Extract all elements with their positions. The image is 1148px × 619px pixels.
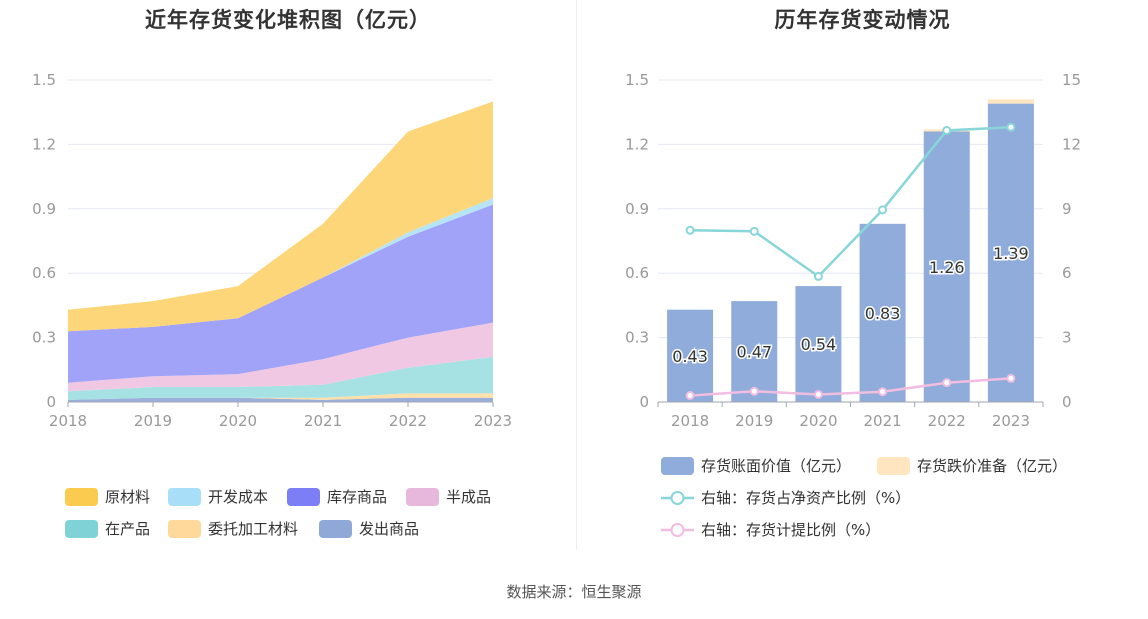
line-point[interactable]	[685, 225, 695, 235]
stacked-area-chart: 0 0.3 0.6 0.9 1.2 1.5 2018 2019 2020 2021 2022 2023…	[32, 71, 512, 538]
legend-swatch[interactable]	[319, 520, 352, 538]
bar-存货账面价值（亿元）[interactable]	[795, 286, 842, 402]
area-半成品	[68, 322, 493, 392]
y-tick-label: 0.3	[32, 329, 56, 347]
y2-tick-label: 15	[1062, 71, 1081, 89]
bar-line-chart: 0 0 0.3 3 0.6 6 0.9 9 1.2 12 1.5 15 0.43 0.47 0.54 0.83…	[625, 71, 1081, 539]
data-source-note: 数据来源：恒生聚源	[506, 583, 642, 601]
line-point[interactable]	[685, 391, 695, 401]
line-point[interactable]	[1006, 373, 1016, 383]
legend-swatch[interactable]	[168, 520, 201, 538]
bar-存货跌价准备（亿元）[interactable]	[987, 99, 1034, 104]
legend-label: 右轴：存货占净资产比例（%）	[701, 489, 910, 507]
y-tick-label: 1.5	[625, 71, 649, 89]
line-point[interactable]	[942, 125, 952, 135]
y-tick-label: 0.6	[32, 264, 56, 282]
bar-value-label: 1.39	[993, 244, 1029, 263]
stacked-area-chart-panel: 近年存货变化堆积图（亿元） 0 0.3 0.6 0.9 1.2 1.5 2018 2019 20…	[0, 0, 576, 555]
area-库存商品	[68, 204, 493, 383]
area-在产品	[68, 356, 493, 400]
line-point[interactable]	[813, 271, 823, 281]
x-tick-label: 2022	[389, 412, 427, 430]
x-tick-label: 2018	[671, 412, 709, 430]
legend-label: 半成品	[446, 488, 491, 506]
bar-line-chart-panel: 历年存货变动情况 0 0 0.3 3 0.6 6 0.9 9 1.2 12 1.5 15 0.43 0.4…	[577, 0, 1148, 555]
bar-value-label: 0.54	[801, 335, 837, 354]
legend-swatch[interactable]	[406, 488, 439, 506]
x-tick-label: 2021	[863, 412, 901, 430]
x-tick-label: 2020	[219, 412, 257, 430]
y2-tick-label: 3	[1062, 329, 1072, 347]
y-tick-label: 1.5	[32, 71, 56, 89]
x-tick-label: 2019	[735, 412, 773, 430]
bar-存货账面价值（亿元）[interactable]	[859, 223, 906, 402]
y2-tick-label: 6	[1062, 264, 1072, 282]
bar-存货账面价值（亿元）[interactable]	[667, 309, 714, 402]
x-tick-label: 2023	[992, 412, 1030, 430]
panel-divider	[576, 0, 577, 550]
y2-tick-label: 9	[1062, 200, 1072, 218]
area-发出商品	[68, 397, 493, 402]
area-委托加工材料	[68, 393, 493, 400]
legend-label: 存货跌价准备（亿元）	[917, 457, 1067, 475]
bar-value-label: 0.43	[672, 347, 708, 366]
legend-swatch[interactable]	[65, 488, 98, 506]
y-tick-label: 0.9	[625, 200, 649, 218]
bar-存货账面价值（亿元）[interactable]	[987, 103, 1034, 402]
legend-label: 在产品	[105, 520, 150, 538]
x-tick-label: 2019	[134, 412, 172, 430]
legend-swatch[interactable]	[168, 488, 201, 506]
legend-label: 开发成本	[208, 488, 268, 506]
line-point[interactable]	[813, 389, 823, 399]
y-tick-label: 1.2	[32, 135, 56, 153]
legend-swatch[interactable]	[877, 457, 910, 475]
right-chart-title: 历年存货变动情况	[774, 8, 951, 32]
left-chart-title: 近年存货变化堆积图（亿元）	[145, 8, 431, 32]
line-point[interactable]	[878, 387, 888, 397]
line-point[interactable]	[1006, 122, 1016, 132]
line-point[interactable]	[749, 386, 759, 396]
legend-label: 委托加工材料	[208, 520, 298, 538]
y-tick-label: 0.9	[32, 200, 56, 218]
area-原材料	[68, 101, 493, 332]
legend-swatch[interactable]	[65, 520, 98, 538]
legend-swatch[interactable]	[287, 488, 320, 506]
y-tick-label: 0.3	[625, 329, 649, 347]
legend-label: 右轴：存货计提比例（%）	[701, 521, 880, 539]
x-tick-label: 2022	[928, 412, 966, 430]
y2-tick-label: 12	[1062, 135, 1081, 153]
bar-存货账面价值（亿元）[interactable]	[731, 301, 778, 402]
bar-存货账面价值（亿元）[interactable]	[923, 131, 970, 402]
line-point[interactable]	[878, 205, 888, 215]
y-tick-label: 1.2	[625, 135, 649, 153]
x-tick-label: 2018	[49, 412, 87, 430]
x-tick-label: 2020	[799, 412, 837, 430]
line-point[interactable]	[749, 226, 759, 236]
legend-marker[interactable]	[670, 523, 685, 537]
y-tick-label: 0	[639, 393, 649, 411]
line-右轴：存货计提比例（%）	[690, 377, 1011, 397]
legend-label: 库存商品	[327, 488, 387, 506]
legend-marker[interactable]	[670, 491, 685, 505]
y2-tick-label: 0	[1062, 393, 1072, 411]
bar-value-label: 0.83	[865, 304, 901, 323]
y-tick-label: 0	[46, 393, 56, 411]
legend-label: 发出商品	[359, 520, 419, 538]
line-point[interactable]	[942, 378, 952, 388]
line-右轴：存货占净资产比例（%）	[690, 125, 1011, 279]
legend-swatch[interactable]	[661, 457, 694, 475]
bar-value-label: 0.47	[736, 343, 772, 362]
legend-label: 存货账面价值（亿元）	[701, 457, 851, 475]
x-tick-label: 2023	[474, 412, 512, 430]
x-tick-label: 2021	[304, 412, 342, 430]
legend-label: 原材料	[105, 488, 150, 506]
y-tick-label: 0.6	[625, 264, 649, 282]
bar-value-label: 1.26	[929, 258, 965, 277]
